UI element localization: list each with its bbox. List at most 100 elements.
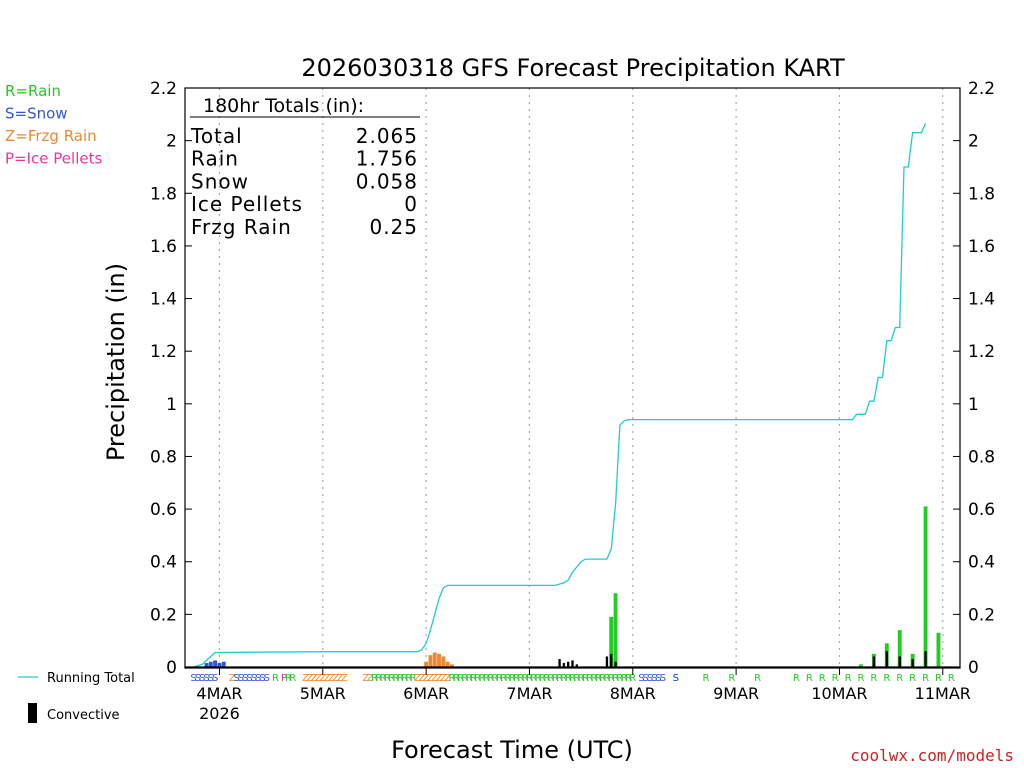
credit-text: coolwx.com/models [850, 746, 1014, 765]
ptype-code: R [629, 673, 636, 684]
y-axis-label: Precipitation (in) [102, 263, 130, 461]
totals-value: 0.25 [369, 215, 418, 239]
precip-bar-rain [859, 664, 863, 667]
ptype-code: R [896, 673, 903, 684]
precip-bars [204, 506, 941, 667]
ptype-code: R [582, 673, 589, 684]
ptype-legend: R=Rain S=Snow Z=Frzg Rain P=Ice Pellets [5, 82, 102, 168]
x-tick-label: 7MAR [506, 684, 552, 703]
ptype-code: R [509, 673, 516, 684]
ptype-code: R [285, 673, 292, 684]
ptype-code: R [608, 673, 615, 684]
ptype-code: R [909, 673, 916, 684]
x-axis-label: Forecast Time (UTC) [391, 736, 633, 764]
ptype-code: Z [341, 673, 348, 684]
ptype-code: R [479, 673, 486, 684]
ptype-code: Z [362, 673, 369, 684]
ptype-code: S [238, 673, 244, 684]
ptype-code: Z [319, 673, 326, 684]
ptype-code: R [870, 673, 877, 684]
y-tick-label-left: 0.4 [150, 553, 177, 573]
x-tick-label: 9MAR [713, 684, 759, 703]
precip-bar-convective [575, 664, 578, 667]
ptype-code: Z [311, 673, 318, 684]
ptype-code: R [552, 673, 559, 684]
precip-bar-convective [610, 653, 613, 667]
ptype-code: R [530, 673, 537, 684]
y-tick-label-left: 0.2 [150, 605, 177, 625]
totals-label: Total [190, 124, 243, 148]
y-tick-label-right: 0.4 [968, 553, 995, 573]
ptype-code: R [375, 673, 382, 684]
ptype-code: R [470, 673, 477, 684]
ptype-code: S [655, 673, 661, 684]
totals-label: Frzg Rain [191, 215, 292, 239]
ptype-code: R [556, 673, 563, 684]
y-tick-label-right: 1.8 [968, 184, 995, 204]
ptype-code: Z [444, 673, 451, 684]
precip-bar-convective [562, 663, 566, 667]
ptype-code: R [453, 673, 460, 684]
y-tick-label-right: 1.2 [968, 342, 995, 362]
ptype-legend-entry: R=Rain [5, 82, 61, 100]
totals-rows: Total 2.065 Rain 1.756 Snow 0.058 Ice Pellets 0… [190, 124, 418, 239]
y-tick-label-right: 1.6 [968, 237, 995, 257]
ptype-code: R [405, 673, 412, 684]
ptype-code: R [448, 673, 455, 684]
ptype-code: S [264, 673, 270, 684]
x-tick-label: 11MAR [915, 684, 971, 703]
ptype-code: R [500, 673, 507, 684]
x-tick-label: 5MAR [300, 684, 346, 703]
ptype-code: R [474, 673, 481, 684]
precip-bar-frzg-rain [424, 661, 429, 667]
y-tick-label-left: 0 [166, 658, 177, 678]
ptype-code: R [754, 673, 761, 684]
y-tick-label-left: 2.2 [150, 79, 177, 99]
ptype-code: R [702, 673, 709, 684]
y-tick-label-left: 0.6 [150, 500, 177, 520]
ptype-code: R [832, 673, 839, 684]
ptype-code: S [208, 673, 214, 684]
ptype-code: S [651, 673, 657, 684]
ptype-code: S [643, 673, 649, 684]
precip-bar-rain [609, 616, 614, 667]
grid-lines [218, 88, 944, 667]
ptype-code: S [255, 673, 261, 684]
ptype-code: Z [306, 673, 313, 684]
ptype-legend-entry: Z=Frzg Rain [5, 127, 97, 145]
ptype-code: R [857, 673, 864, 684]
x-tick-label: 8MAR [610, 684, 656, 703]
precip-bar-frzg-rain [441, 656, 446, 667]
ptype-code: R [517, 673, 524, 684]
precip-bar-frzg-rain [450, 664, 454, 667]
ptype-code: R [806, 673, 813, 684]
ptype-code: R [410, 673, 417, 684]
y-tick-label-left: 1 [166, 395, 177, 415]
precip-bar-snow [208, 661, 213, 667]
x-tick-label: 6MAR [403, 684, 449, 703]
y-tick-label-right: 1.4 [968, 290, 995, 310]
ptype-code: R [371, 673, 378, 684]
ptype-code: R [578, 673, 585, 684]
ptype-code: R [569, 673, 576, 684]
y-tick-label-right: 0.8 [968, 447, 995, 467]
y-tick-label-left: 1.6 [150, 237, 177, 257]
ptype-code: R [513, 673, 520, 684]
ptype-code: S [660, 673, 666, 684]
precip-bar-convective [924, 651, 927, 667]
precip-bar-convective [911, 659, 914, 667]
precip-bar-frzg-rain [432, 652, 437, 667]
ptype-code: S [251, 673, 257, 684]
ptype-code: S [673, 673, 679, 684]
ptype-code: R [565, 673, 572, 684]
y-tick-label-left: 1.4 [150, 290, 177, 310]
ptype-code: R [289, 673, 296, 684]
ptype-code: Z [418, 673, 425, 684]
precip-bar-snow [217, 663, 222, 667]
totals-value: 2.065 [356, 124, 418, 148]
running-total-legend-label: Running Total [47, 671, 135, 686]
x-tick-label: 4MAR [196, 684, 242, 703]
ptype-code: R [380, 673, 387, 684]
ptype-code: Z [423, 673, 430, 684]
